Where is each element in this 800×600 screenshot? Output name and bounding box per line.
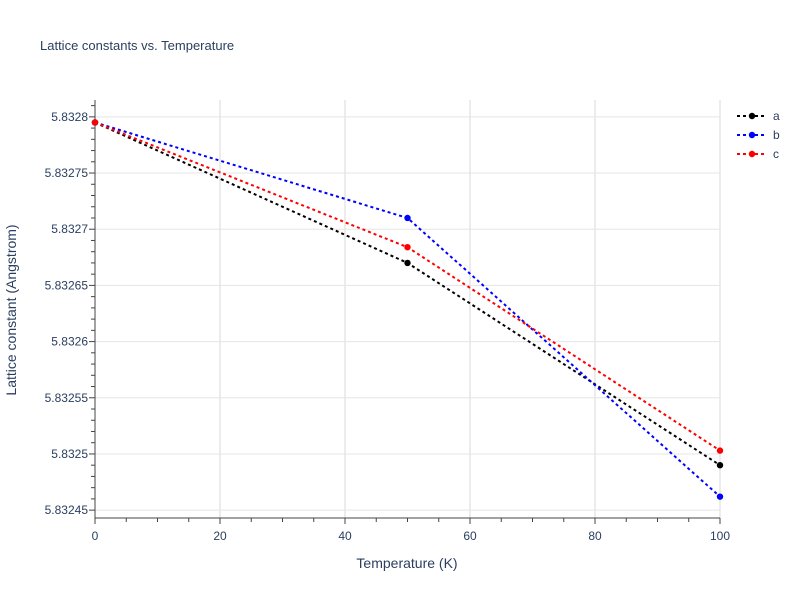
legend-item-b[interactable]: b [736,125,780,144]
legend-item-a[interactable]: a [736,106,780,125]
x-tick-label: 20 [213,529,227,543]
series-line-b[interactable] [94,121,721,498]
y-tick-label: 5.8328 [51,110,88,124]
data-point-c[interactable] [404,243,411,251]
data-point-c[interactable] [716,447,724,454]
series-line-c[interactable] [94,121,721,452]
legend-label: b [773,127,780,142]
legend-swatch [737,150,767,157]
y-tick-label: 5.83245 [45,503,89,517]
y-tick-label: 5.83265 [45,278,89,292]
legend-swatch [737,112,767,119]
tick-labels: 0 20 40 60 80 100 5.83245 5.8325 5.83255 5.8326 5.… [45,110,731,543]
y-axis-title: Lattice constant (Angstrom) [3,224,19,395]
legend-label: c [773,146,779,161]
y-tick-label: 5.83255 [45,391,89,405]
y-tick-label: 5.8326 [51,335,88,349]
data-point-c[interactable] [91,119,99,126]
x-tick-label: 40 [338,529,352,543]
data-point-a[interactable] [404,259,411,267]
x-axis-title: Temperature (K) [356,555,457,571]
grid-lines [95,100,721,518]
data-point-a[interactable] [716,461,724,469]
legend-swatch [737,131,767,138]
y-tick-label: 5.83275 [45,166,89,180]
x-tick-label: 80 [588,529,602,543]
chart-title: Lattice constants vs. Temperature [40,38,235,53]
x-tick-label: 100 [710,529,730,543]
series-lines [91,119,724,500]
x-tick-label: 60 [463,529,477,543]
axes [89,100,721,524]
data-point-b[interactable] [404,214,411,222]
y-tick-label: 5.8325 [51,447,88,461]
data-point-b[interactable] [716,493,724,500]
x-tick-label: 0 [92,529,99,543]
y-tick-label: 5.8327 [51,222,88,236]
legend-item-c[interactable]: c [736,144,780,163]
legend-label: a [773,108,780,123]
